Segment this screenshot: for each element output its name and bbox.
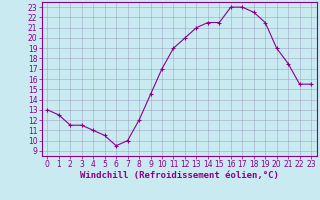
X-axis label: Windchill (Refroidissement éolien,°C): Windchill (Refroidissement éolien,°C) [80, 171, 279, 180]
